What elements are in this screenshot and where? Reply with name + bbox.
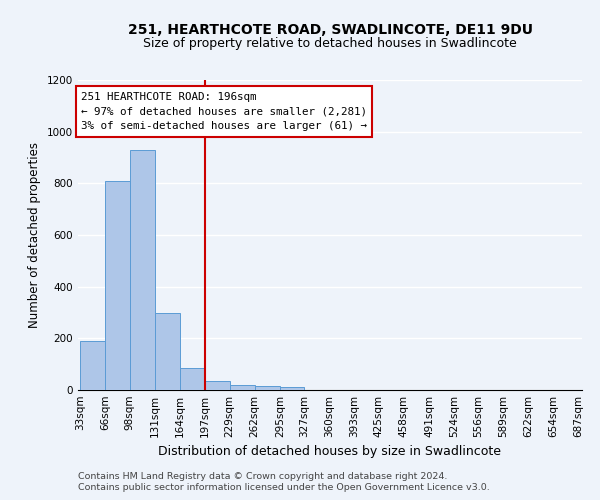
Bar (280, 388, 304, 390)
Bar (180, 368, 205, 390)
Bar (80, 341, 106, 390)
Bar (155, 312, 180, 390)
Bar (130, 150, 155, 390)
Text: 251, HEARTHCOTE ROAD, SWADLINCOTE, DE11 9DU: 251, HEARTHCOTE ROAD, SWADLINCOTE, DE11 … (128, 22, 533, 36)
Text: Size of property relative to detached houses in Swadlincote: Size of property relative to detached ho… (143, 38, 517, 51)
Bar (230, 385, 254, 390)
Text: Contains public sector information licensed under the Open Government Licence v3: Contains public sector information licen… (78, 484, 490, 492)
Bar (254, 386, 280, 390)
Y-axis label: Number of detached properties: Number of detached properties (28, 142, 41, 328)
Bar (205, 381, 230, 390)
X-axis label: Distribution of detached houses by size in Swadlincote: Distribution of detached houses by size … (158, 446, 502, 458)
Text: Contains HM Land Registry data © Crown copyright and database right 2024.: Contains HM Land Registry data © Crown c… (78, 472, 448, 481)
Text: 251 HEARTHCOTE ROAD: 196sqm
← 97% of detached houses are smaller (2,281)
3% of s: 251 HEARTHCOTE ROAD: 196sqm ← 97% of det… (81, 92, 367, 131)
Bar (106, 180, 130, 390)
